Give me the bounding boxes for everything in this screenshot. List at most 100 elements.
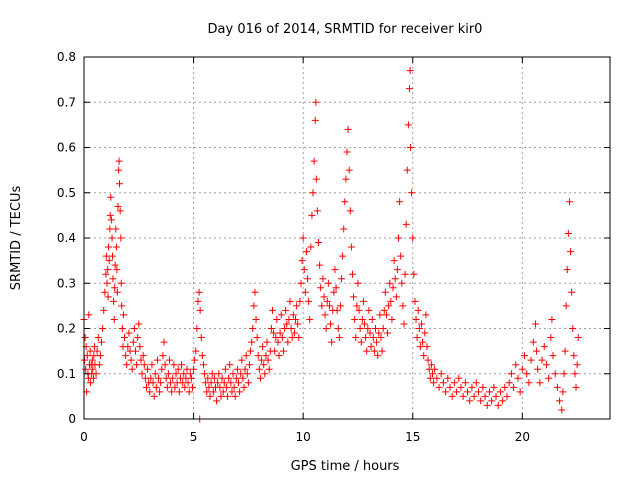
data-point: [207, 379, 215, 387]
data-point: [88, 356, 96, 364]
data-point: [242, 352, 250, 360]
data-point: [272, 334, 280, 342]
data-point: [161, 361, 169, 369]
data-point: [553, 383, 561, 391]
data-point: [386, 279, 394, 287]
data-point: [206, 392, 214, 400]
data-point: [91, 343, 99, 351]
data-point: [102, 252, 110, 260]
data-point: [93, 347, 101, 355]
data-point: [186, 370, 194, 378]
data-point: [556, 397, 564, 405]
data-point: [193, 325, 201, 332]
data-point: [261, 370, 269, 378]
data-point: [115, 166, 123, 174]
data-point: [290, 329, 298, 337]
x-tick-label: 0: [80, 430, 88, 444]
data-point: [338, 275, 346, 283]
data-point: [89, 374, 97, 382]
data-point: [353, 302, 361, 310]
data-point: [464, 388, 472, 396]
data-point: [439, 379, 447, 387]
data-point: [228, 388, 236, 396]
x-tick-label: 15: [405, 430, 420, 444]
data-point: [514, 374, 522, 382]
data-point: [368, 315, 376, 323]
data-point: [347, 243, 355, 251]
data-point: [318, 302, 326, 310]
data-point: [369, 334, 377, 342]
data-point: [210, 374, 218, 382]
data-point: [148, 361, 156, 369]
data-point: [199, 361, 207, 369]
y-tick-label: 0.5: [57, 186, 76, 200]
data-point: [284, 338, 292, 346]
data-point: [312, 98, 320, 106]
data-point: [237, 370, 245, 378]
data-point: [409, 234, 417, 242]
data-point: [111, 284, 119, 292]
data-point: [254, 352, 262, 360]
data-point: [116, 207, 124, 215]
data-point: [420, 352, 428, 360]
data-point: [331, 266, 339, 274]
data-point: [422, 311, 430, 319]
data-point: [367, 343, 375, 351]
data-point: [151, 370, 159, 378]
data-point: [133, 361, 141, 369]
data-point: [388, 315, 396, 323]
data-point: [296, 297, 304, 305]
data-point: [285, 315, 293, 323]
data-point: [104, 266, 112, 274]
data-point: [160, 338, 168, 346]
data-point: [379, 325, 387, 332]
data-point: [313, 207, 321, 215]
data-point: [281, 325, 289, 332]
data-point: [403, 166, 411, 174]
data-point: [278, 334, 286, 342]
data-point: [291, 315, 299, 323]
data-point: [277, 311, 285, 319]
data-point: [231, 392, 239, 400]
data-point: [431, 365, 439, 373]
data-point: [561, 347, 569, 355]
data-point: [105, 257, 113, 265]
data-point: [256, 374, 264, 382]
data-point: [416, 343, 424, 351]
data-point: [518, 365, 526, 373]
data-point: [238, 356, 246, 364]
data-point: [536, 379, 544, 387]
data-point: [448, 392, 456, 400]
y-tick-label: 0.2: [57, 322, 76, 336]
data-point: [245, 361, 253, 369]
data-point: [327, 320, 335, 328]
data-point: [253, 334, 261, 342]
data-point: [244, 379, 252, 387]
data-point: [299, 234, 307, 242]
data-point: [185, 388, 193, 396]
data-point: [86, 347, 94, 355]
data-point: [453, 388, 461, 396]
x-tick-label: 20: [515, 430, 530, 444]
data-point: [138, 370, 146, 378]
data-point: [215, 370, 223, 378]
data-point: [134, 334, 142, 342]
data-point: [444, 374, 452, 382]
data-point: [336, 302, 344, 310]
data-point: [531, 320, 539, 328]
data-point: [330, 288, 338, 296]
data-point: [301, 288, 309, 296]
data-point: [414, 306, 422, 314]
data-point: [437, 370, 445, 378]
data-point: [96, 352, 104, 360]
data-point: [114, 202, 122, 210]
data-point: [136, 343, 144, 351]
data-point: [406, 67, 414, 75]
data-point: [233, 365, 241, 373]
data-point: [570, 352, 578, 360]
data-point: [174, 365, 182, 373]
data-point: [235, 379, 243, 387]
data-point: [457, 383, 465, 391]
data-point: [99, 325, 107, 332]
